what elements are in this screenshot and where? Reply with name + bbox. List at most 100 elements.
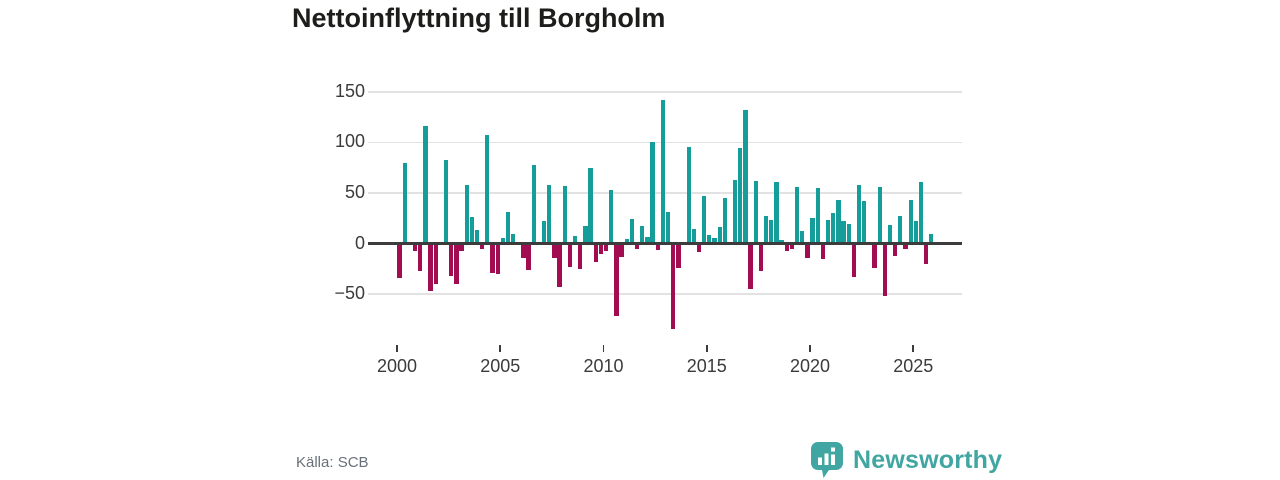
bar-positive <box>717 227 722 244</box>
bar-positive <box>918 181 924 244</box>
bar-positive <box>665 212 671 244</box>
bar-negative <box>593 243 598 262</box>
bar-positive <box>629 219 635 244</box>
bar-positive <box>794 186 800 244</box>
bar-positive <box>686 147 691 244</box>
x-axis-tick-label: 2025 <box>893 356 934 376</box>
bar-positive <box>541 221 547 244</box>
bar-positive <box>774 181 779 244</box>
bar-positive <box>702 195 707 244</box>
bar-negative <box>449 243 454 276</box>
bar-negative <box>397 243 402 278</box>
x-axis-tick-label: 2010 <box>583 356 624 376</box>
bar-negative <box>614 243 619 317</box>
bar-positive <box>485 135 490 244</box>
y-axis-tick-label: 150 <box>334 80 365 101</box>
bar-positive <box>732 179 738 244</box>
x-axis-tick-label: 2000 <box>376 356 418 376</box>
bar-positive <box>474 230 480 244</box>
bar-positive <box>846 224 851 244</box>
bar-negative <box>567 243 573 267</box>
bar-positive <box>712 238 717 244</box>
bar-positive <box>645 237 650 244</box>
bar-negative <box>676 243 681 268</box>
bar-positive <box>877 186 882 244</box>
bar-negative <box>893 243 898 256</box>
zero-baseline <box>368 242 962 245</box>
bar-positive <box>531 164 536 244</box>
bar-positive <box>660 99 666 244</box>
bar-positive <box>583 226 588 244</box>
bar-positive <box>810 218 815 244</box>
newsworthy-bar-chart-icon <box>811 442 843 478</box>
bar-negative <box>557 243 562 287</box>
bar-negative <box>459 243 464 251</box>
bar-positive <box>800 231 805 244</box>
bar-positive <box>769 220 774 244</box>
bar-positive <box>825 220 831 244</box>
newsworthy-wordmark: Newsworthy <box>853 445 1003 474</box>
bar-positive <box>464 184 469 244</box>
bar-positive <box>707 235 712 244</box>
bar-negative <box>412 243 418 251</box>
bar-positive <box>572 236 578 244</box>
bar-positive <box>423 126 428 244</box>
bar-negative <box>655 243 660 250</box>
bar-positive <box>650 142 655 244</box>
chart-title: Nettoinflyttning till Borgholm <box>292 3 666 33</box>
bar-negative <box>480 243 485 249</box>
bar-negative <box>490 243 495 273</box>
bar-positive <box>500 238 505 244</box>
bar-negative <box>634 243 640 249</box>
bar-positive <box>505 212 511 244</box>
x-axis-tick-label: 2015 <box>686 356 727 376</box>
x-axis-tick <box>809 345 811 352</box>
bar-positive <box>640 226 645 244</box>
bar-negative <box>454 243 459 284</box>
bar-positive <box>511 234 516 244</box>
bar-negative <box>758 243 764 271</box>
bar-positive <box>856 184 862 244</box>
bar-negative <box>696 243 702 252</box>
bar-positive <box>753 180 758 244</box>
bar-positive <box>779 240 784 244</box>
bar-negative <box>805 243 810 258</box>
bar-negative <box>598 243 604 254</box>
bar-negative <box>882 243 887 297</box>
source-label: Källa: SCB <box>296 454 369 471</box>
bar-negative <box>552 243 557 258</box>
x-axis-tick <box>912 345 915 352</box>
bar-negative <box>619 243 624 257</box>
bar-positive <box>469 217 474 244</box>
bar-positive <box>624 239 629 244</box>
bar-positive <box>815 187 820 244</box>
x-axis-tick <box>602 345 605 352</box>
bar-positive <box>887 225 893 244</box>
bar-positive <box>913 221 918 244</box>
x-axis-tick <box>499 345 502 352</box>
bar-negative <box>495 243 500 274</box>
bar-positive <box>588 167 593 244</box>
bar-positive <box>562 185 567 244</box>
y-axis-tick-label: 0 <box>354 232 365 253</box>
bar-negative <box>671 243 676 330</box>
bar-positive <box>831 213 836 244</box>
x-axis-tick <box>396 345 398 352</box>
bar-positive <box>862 201 867 244</box>
bar-negative <box>433 243 438 284</box>
bar-negative <box>521 243 526 258</box>
bar-positive <box>443 159 449 244</box>
y-axis-tick-label: 50 <box>344 181 365 202</box>
bar-negative <box>851 243 857 277</box>
bar-negative <box>578 243 583 269</box>
newsworthy-logo[interactable]: Newsworthy <box>810 441 1002 479</box>
bar-positive <box>763 216 769 244</box>
bar-negative <box>428 243 433 291</box>
y-axis-tick-label: 100 <box>334 131 365 152</box>
x-axis-tick <box>705 345 708 352</box>
bar-positive <box>841 221 846 244</box>
bar-negative <box>784 243 789 251</box>
bar-negative <box>603 243 609 251</box>
x-axis-tick-label: 2020 <box>789 356 831 376</box>
